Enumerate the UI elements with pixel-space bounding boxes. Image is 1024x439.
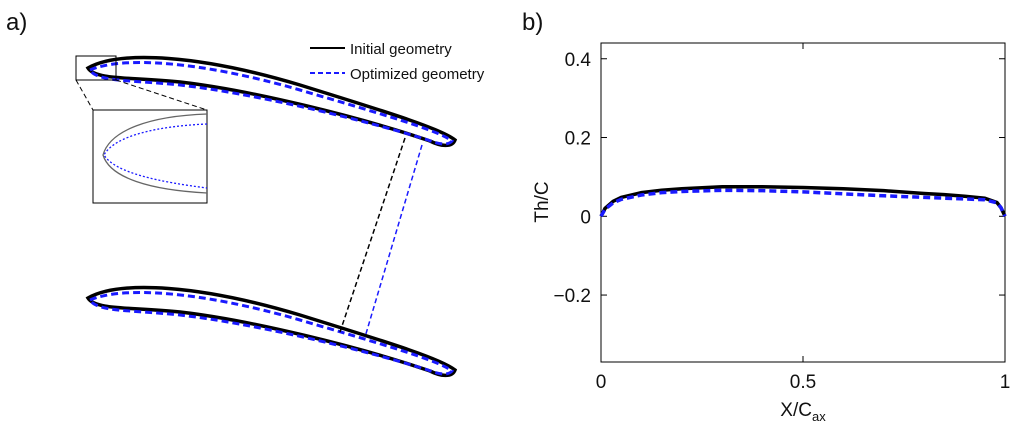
legend: Initial geometry Optimized geometry [310, 41, 485, 83]
x-tick-label: 1 [1000, 372, 1011, 393]
blade-upper [85, 55, 458, 148]
x-axis-label-sub: ax [812, 409, 826, 424]
y-tick-label: 0.4 [565, 50, 592, 71]
panel-label: a) [6, 9, 27, 36]
x-tick-label: 0.5 [790, 372, 816, 393]
inset-initial [102, 113, 208, 194]
blade-lower [85, 285, 458, 378]
y-tick-label: 0 [580, 207, 591, 228]
zoom-line [75, 79, 94, 111]
x-tick-label: 0 [596, 372, 607, 393]
inset-optimized [103, 123, 208, 189]
legend-label: Optimized geometry [350, 66, 485, 83]
x-axis-label-main: X/C [780, 400, 812, 421]
plot-frame [600, 42, 1006, 363]
legend-label: Initial geometry [350, 41, 452, 58]
y-tick-label: −0.2 [553, 286, 591, 307]
y-tick-label: 0.2 [565, 129, 591, 150]
inset [92, 109, 208, 204]
panel-label: b) [522, 9, 543, 36]
throat-line [339, 137, 406, 333]
y-axis-label: Th/C [532, 181, 553, 222]
zoom-box [75, 55, 117, 81]
x-axis-label: X/Cax [780, 400, 826, 424]
series-line [599, 188, 1007, 218]
throat-line [364, 144, 423, 338]
